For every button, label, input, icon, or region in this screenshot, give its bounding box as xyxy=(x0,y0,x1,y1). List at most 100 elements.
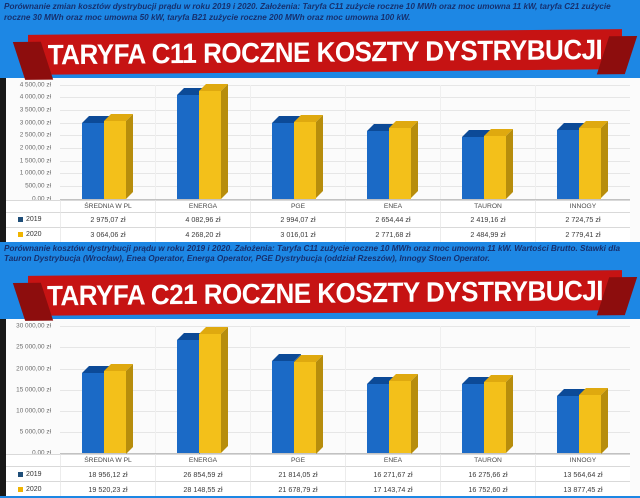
bar-2019-rednia-w-pl xyxy=(82,123,104,199)
bar-2019-tauron xyxy=(462,384,484,454)
value-2019-pge: 2 994,07 zł xyxy=(250,211,345,227)
bar-2020-energa xyxy=(199,334,221,454)
value-2019-tauron: 16 275,66 zł xyxy=(440,466,535,482)
bar-2020-tauron xyxy=(484,382,506,454)
value-2020-innogy: 2 779,41 zł xyxy=(535,226,630,242)
legend-2019: 2019 xyxy=(6,466,60,481)
legend-swatch-2019 xyxy=(18,471,23,477)
bar-2019-enea xyxy=(367,384,389,454)
y-axis: 30 000,00 zł 25 000,00 zł 20 000,00 zł 15 0… xyxy=(6,319,56,496)
y-tick-label: 2 000,00 zł xyxy=(19,144,51,152)
category-separator xyxy=(440,84,441,199)
bar-2020-tauron xyxy=(484,135,506,199)
value-2019-energa: 26 854,59 zł xyxy=(155,466,250,482)
value-2020-rednia-w-pl: 3 064,06 zł xyxy=(60,226,155,242)
bar-2020-innogy xyxy=(579,128,601,199)
legend-swatch-2020 xyxy=(18,486,23,492)
y-tick-label: 5 000,00 zł xyxy=(19,428,51,436)
value-2019-innogy: 13 564,64 zł xyxy=(535,466,630,482)
value-2020-tauron: 2 484,99 zł xyxy=(440,226,535,242)
y-tick-label: 3 000,00 zł xyxy=(19,119,51,127)
value-2019-enea: 16 271,67 zł xyxy=(345,466,440,482)
bar-2020-pge xyxy=(294,122,316,199)
category-separator xyxy=(250,326,251,454)
category-label-tauron: TAURON xyxy=(440,199,535,212)
y-tick-label: 30 000,00 zł xyxy=(16,322,51,330)
plot-area xyxy=(60,326,630,455)
category-label-enea: ENEA xyxy=(345,199,440,212)
banner-c11-ribbon: TARYFA C11 ROCZNE KOSZTY DYSTRYBUCJI xyxy=(28,28,622,75)
category-label-enea: ENEA xyxy=(345,454,440,467)
y-tick-label: 0,00 zł xyxy=(32,195,51,203)
value-2019-tauron: 2 419,16 zł xyxy=(440,211,535,227)
chart-c21: 30 000,00 zł 25 000,00 zł 20 000,00 zł 15 0… xyxy=(0,319,640,497)
legend-2019: 2019 xyxy=(6,211,60,227)
y-axis: 4 500,00 zł 4 000,00 zł 3 500,00 zł 3 000,0… xyxy=(6,78,56,242)
middle-note: Porównanie kosztów dystrybucji prądu w r… xyxy=(4,243,621,264)
category-separator xyxy=(155,326,156,454)
y-tick-label: 10 000,00 zł xyxy=(16,407,51,415)
bar-2020-rednia-w-pl xyxy=(104,370,126,454)
bar-2020-rednia-w-pl xyxy=(104,121,126,199)
bar-2019-pge xyxy=(272,122,294,199)
value-2019-rednia-w-pl: 18 956,12 zł xyxy=(60,466,155,482)
table-corner xyxy=(6,199,60,212)
header-note: Porównanie zmian kosztów dystrybucji prą… xyxy=(4,2,611,22)
legend-label-2019: 2019 xyxy=(26,216,42,224)
category-separator xyxy=(250,84,251,199)
value-2020-tauron: 16 752,60 zł xyxy=(440,481,535,497)
category-separator xyxy=(155,84,156,199)
category-separator xyxy=(345,326,346,454)
category-label-tauron: TAURON xyxy=(440,454,535,467)
legend-2020: 2020 xyxy=(6,226,60,242)
category-separator xyxy=(535,326,536,454)
value-2020-energa: 4 268,20 zł xyxy=(155,226,250,242)
banner-c21-ribbon: TARYFA C21 ROCZNE KOSZTY DYSTRYBUCJI xyxy=(28,270,622,317)
category-label-rednia-w-pl: ŚREDNIA W PL xyxy=(60,454,155,467)
category-label-innogy: INNOGY xyxy=(535,454,630,467)
value-2019-energa: 4 082,96 zł xyxy=(155,211,250,227)
value-2019-rednia-w-pl: 2 975,07 zł xyxy=(60,211,155,227)
value-2020-rednia-w-pl: 19 520,23 zł xyxy=(60,481,155,497)
category-label-energa: ENERGA xyxy=(155,199,250,212)
value-2019-enea: 2 654,44 zł xyxy=(345,211,440,227)
value-2020-innogy: 13 877,45 zł xyxy=(535,481,630,497)
bar-2019-enea xyxy=(367,131,389,199)
y-tick-label: 500,00 zł xyxy=(25,182,51,190)
category-label-pge: PGE xyxy=(250,454,345,467)
y-tick-label: 20 000,00 zł xyxy=(16,365,51,373)
category-label-innogy: INNOGY xyxy=(535,199,630,212)
chart-c11: 4 500,00 zł 4 000,00 zł 3 500,00 zł 3 000,0… xyxy=(0,77,640,242)
bar-2019-energa xyxy=(177,95,199,199)
category-separator xyxy=(345,84,346,199)
value-2020-enea: 17 143,74 zł xyxy=(345,481,440,497)
value-2020-pge: 3 016,01 zł xyxy=(250,226,345,242)
bar-2020-energa xyxy=(199,90,221,199)
chart-c21-title: TARYFA C21 ROCZNE KOSZTY DYSTRYBUCJI xyxy=(47,273,603,312)
bar-2020-innogy xyxy=(579,394,601,454)
y-tick-label: 2 500,00 zł xyxy=(19,131,51,139)
data-table: ŚREDNIA W PL ENERGA PGE ENEA TAURON INNOGY 201… xyxy=(6,199,630,242)
banner-c11: TARYFA C11 ROCZNE KOSZTY DYSTRYBUCJI xyxy=(28,28,622,75)
bar-2020-pge xyxy=(294,361,316,454)
legend-label-2020: 2020 xyxy=(26,231,42,239)
plot-area xyxy=(60,84,630,200)
category-separator xyxy=(535,84,536,199)
bar-2019-tauron xyxy=(462,137,484,199)
bar-2020-enea xyxy=(389,380,411,454)
y-tick-label: 4 000,00 zł xyxy=(19,93,51,101)
legend-swatch-2019 xyxy=(18,217,23,223)
bar-2019-energa xyxy=(177,339,199,454)
data-table: ŚREDNIA W PL ENERGA PGE ENEA TAURON INNOGY 201… xyxy=(6,454,630,497)
category-label-energa: ENERGA xyxy=(155,454,250,467)
bar-2019-innogy xyxy=(557,395,579,454)
value-2019-innogy: 2 724,75 zł xyxy=(535,211,630,227)
legend-2020: 2020 xyxy=(6,481,60,496)
y-tick-label: 25 000,00 zł xyxy=(16,343,51,351)
bar-2019-rednia-w-pl xyxy=(82,373,104,454)
y-tick-label: 1 000,00 zł xyxy=(19,169,51,177)
banner-c21: TARYFA C21 ROCZNE KOSZTY DYSTRYBUCJI xyxy=(28,270,622,317)
chart-c11-title: TARYFA C11 ROCZNE KOSZTY DYSTRYBUCJI xyxy=(47,32,603,70)
legend-swatch-2020 xyxy=(18,232,23,238)
